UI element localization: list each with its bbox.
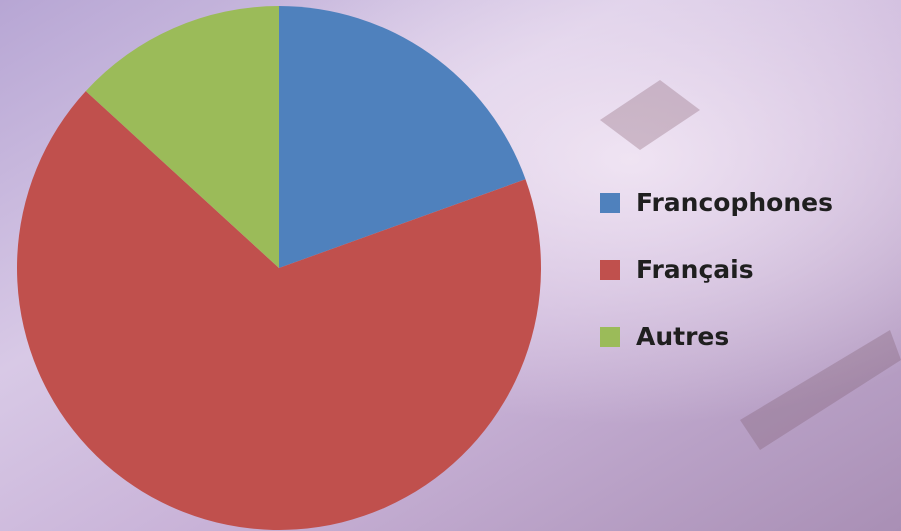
pie-slice [85, 6, 279, 268]
pie [16, 6, 541, 530]
legend: Francophones Français Autres [600, 188, 833, 351]
legend-swatch [600, 193, 620, 213]
pie-slice [16, 91, 541, 530]
legend-swatch [600, 260, 620, 280]
legend-label: Francophones [636, 188, 833, 217]
background-shape [740, 330, 901, 450]
legend-label: Français [636, 255, 754, 284]
background-shape [600, 80, 700, 150]
pie-slice [279, 6, 526, 268]
legend-swatch [600, 327, 620, 347]
legend-label: Autres [636, 322, 729, 351]
